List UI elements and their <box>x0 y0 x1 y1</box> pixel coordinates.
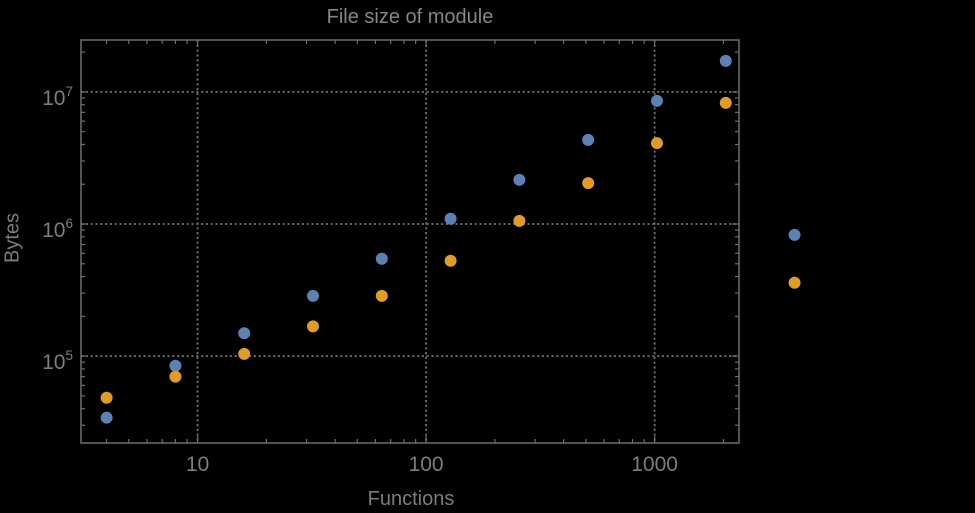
series-blue <box>100 54 801 424</box>
data-point <box>788 228 801 241</box>
data-point <box>169 359 182 372</box>
y-tick-label: 107 <box>42 84 73 110</box>
data-point <box>100 391 113 404</box>
chart-title: File size of module <box>326 6 494 28</box>
series-orange <box>100 96 801 404</box>
data-point <box>169 370 182 383</box>
x-tick-label: 100 <box>409 453 444 476</box>
plot-frame <box>80 39 740 444</box>
y-tick-labels: 105 106 107 <box>42 84 73 374</box>
data-point <box>238 347 251 360</box>
data-point <box>375 252 388 265</box>
data-point <box>307 289 320 302</box>
gridlines <box>81 40 739 443</box>
x-tick-labels: 10 100 1000 <box>186 453 678 476</box>
axis-ticks <box>81 40 739 443</box>
data-point <box>444 212 457 225</box>
y-tick-label: 105 <box>42 348 73 374</box>
data-point <box>238 327 251 340</box>
data-point <box>513 173 526 186</box>
x-tick-label: 10 <box>186 453 209 476</box>
data-point <box>788 276 801 289</box>
data-point <box>100 411 113 424</box>
data-point <box>444 254 457 267</box>
data-point <box>650 94 663 107</box>
x-tick-label: 1000 <box>631 453 678 476</box>
data-point <box>582 177 595 190</box>
y-tick-label: 106 <box>42 216 73 242</box>
x-axis-label: Functions <box>367 488 455 510</box>
data-point <box>582 133 595 146</box>
data-point <box>307 320 320 333</box>
data-point <box>375 289 388 302</box>
data-point <box>513 214 526 227</box>
data-point <box>719 54 732 67</box>
data-point <box>650 137 663 150</box>
data-point <box>719 96 732 109</box>
